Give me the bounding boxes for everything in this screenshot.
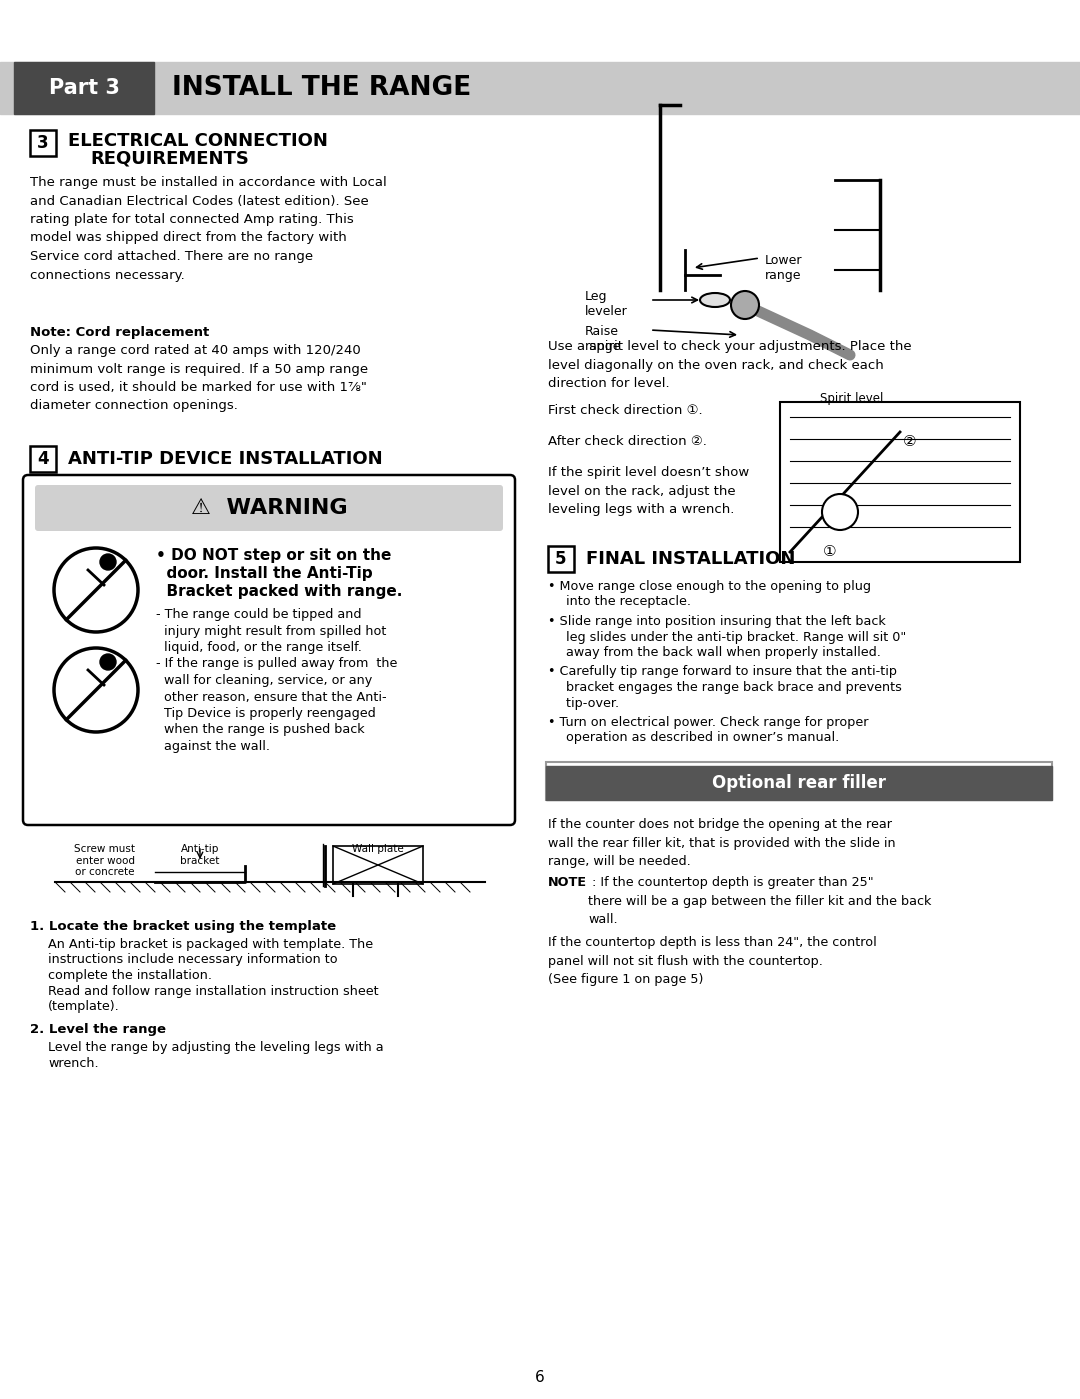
Text: Read and follow range installation instruction sheet: Read and follow range installation instr… <box>48 985 379 997</box>
Text: door. Install the Anti-Tip: door. Install the Anti-Tip <box>156 567 373 581</box>
Text: Optional rear filler: Optional rear filler <box>712 774 886 792</box>
Bar <box>546 767 1052 800</box>
Bar <box>546 762 1052 800</box>
Text: First check direction ①.: First check direction ①. <box>548 404 703 417</box>
Text: ELECTRICAL CONNECTION: ELECTRICAL CONNECTION <box>68 132 328 150</box>
Text: Screw must
enter wood
or concrete: Screw must enter wood or concrete <box>75 844 135 877</box>
Text: Tip Device is properly reengaged: Tip Device is properly reengaged <box>156 706 376 720</box>
Text: liquid, food, or the range itself.: liquid, food, or the range itself. <box>156 641 362 653</box>
Text: 3: 3 <box>37 134 49 152</box>
Text: INSTALL THE RANGE: INSTALL THE RANGE <box>172 76 471 101</box>
Text: against the wall.: against the wall. <box>156 740 270 753</box>
Bar <box>780 402 1020 562</box>
Circle shape <box>54 648 138 732</box>
Text: Leg
leveler: Leg leveler <box>585 290 627 318</box>
Text: when the range is pushed back: when the range is pushed back <box>156 723 365 736</box>
Text: 5: 5 <box>555 550 567 568</box>
Text: ANTI-TIP DEVICE INSTALLATION: ANTI-TIP DEVICE INSTALLATION <box>68 450 382 469</box>
Text: wrench.: wrench. <box>48 1058 98 1070</box>
Text: 4: 4 <box>37 450 49 469</box>
Text: Wall plate: Wall plate <box>352 844 404 853</box>
Text: Use a spirit level to check your adjustments. Place the
level diagonally on the : Use a spirit level to check your adjustm… <box>548 340 912 390</box>
Text: 2. Level the range: 2. Level the range <box>30 1024 166 1037</box>
Text: operation as described in owner’s manual.: operation as described in owner’s manual… <box>558 732 839 744</box>
Text: injury might result from spilled hot: injury might result from spilled hot <box>156 624 387 638</box>
Text: • Turn on electrical power. Check range for proper: • Turn on electrical power. Check range … <box>548 716 868 729</box>
Text: Spirit level: Spirit level <box>820 392 883 404</box>
Circle shape <box>100 554 116 569</box>
Text: - If the range is pulled away from  the: - If the range is pulled away from the <box>156 658 397 670</box>
Bar <box>0 62 1080 113</box>
Text: wall for cleaning, service, or any: wall for cleaning, service, or any <box>156 674 373 687</box>
Text: other reason, ensure that the Anti-: other reason, ensure that the Anti- <box>156 691 387 704</box>
Text: • DO NOT step or sit on the: • DO NOT step or sit on the <box>156 548 391 562</box>
Bar <box>333 846 423 884</box>
Text: tip-over.: tip-over. <box>558 697 619 709</box>
Text: ②: ② <box>903 435 917 449</box>
Text: • Carefully tip range forward to insure that the anti-tip: • Carefully tip range forward to insure … <box>548 666 897 679</box>
Text: An Anti-tip bracket is packaged with template. The: An Anti-tip bracket is packaged with tem… <box>48 937 373 951</box>
Text: If the counter does not bridge the opening at the rear
wall the rear filler kit,: If the counter does not bridge the openi… <box>548 818 895 867</box>
Text: Bracket packed with range.: Bracket packed with range. <box>156 583 403 599</box>
Text: complete the installation.: complete the installation. <box>48 970 212 982</box>
Text: 1. Locate the bracket using the template: 1. Locate the bracket using the template <box>30 921 336 933</box>
Text: If the countertop depth is less than 24", the control
panel will not sit flush w: If the countertop depth is less than 24"… <box>548 936 877 986</box>
Text: NOTE: NOTE <box>548 876 588 888</box>
Bar <box>30 130 56 157</box>
Text: Lower
range: Lower range <box>765 255 802 283</box>
Text: Only a range cord rated at 40 amps with 120/240
minimum volt range is required. : Only a range cord rated at 40 amps with … <box>30 344 368 413</box>
Text: ⚠  WARNING: ⚠ WARNING <box>191 498 348 518</box>
Text: leg slides under the anti-tip bracket. Range will sit 0": leg slides under the anti-tip bracket. R… <box>558 631 906 644</box>
Text: If the spirit level doesn’t show
level on the rack, adjust the
leveling legs wit: If the spirit level doesn’t show level o… <box>548 466 750 516</box>
Text: Anti-tip
bracket: Anti-tip bracket <box>180 844 219 866</box>
Text: FINAL INSTALLATION: FINAL INSTALLATION <box>586 550 795 568</box>
Text: instructions include necessary information to: instructions include necessary informati… <box>48 954 338 967</box>
Text: : If the countertop depth is greater than 25"
there will be a gap between the fi: : If the countertop depth is greater tha… <box>588 876 931 926</box>
Text: away from the back wall when properly installed.: away from the back wall when properly in… <box>558 646 881 659</box>
Text: bracket engages the range back brace and prevents: bracket engages the range back brace and… <box>558 681 902 694</box>
Text: Raise
range: Raise range <box>585 325 621 353</box>
Text: REQUIREMENTS: REQUIREMENTS <box>90 150 248 168</box>
FancyBboxPatch shape <box>23 476 515 825</box>
Bar <box>14 62 154 113</box>
Text: Note: Cord replacement: Note: Cord replacement <box>30 326 210 339</box>
Text: The range must be installed in accordance with Local
and Canadian Electrical Cod: The range must be installed in accordanc… <box>30 176 387 281</box>
Circle shape <box>731 291 759 319</box>
Text: • Move range close enough to the opening to plug: • Move range close enough to the opening… <box>548 581 870 593</box>
Text: After check direction ②.: After check direction ②. <box>548 435 707 448</box>
Text: • Slide range into position insuring that the left back: • Slide range into position insuring tha… <box>548 616 886 628</box>
Text: Level the range by adjusting the leveling legs with a: Level the range by adjusting the levelin… <box>48 1041 383 1055</box>
Ellipse shape <box>700 292 730 306</box>
Circle shape <box>822 494 858 530</box>
Bar <box>548 546 573 572</box>
Bar <box>30 446 56 471</box>
Text: Part 3: Part 3 <box>49 78 120 98</box>
Text: - The range could be tipped and: - The range could be tipped and <box>156 609 362 621</box>
FancyBboxPatch shape <box>35 485 503 532</box>
Circle shape <box>100 653 116 670</box>
Text: (template).: (template). <box>48 1000 120 1013</box>
Text: ①: ① <box>823 544 837 560</box>
Circle shape <box>54 548 138 632</box>
Text: 6: 6 <box>535 1370 545 1385</box>
Text: into the receptacle.: into the receptacle. <box>558 596 691 609</box>
